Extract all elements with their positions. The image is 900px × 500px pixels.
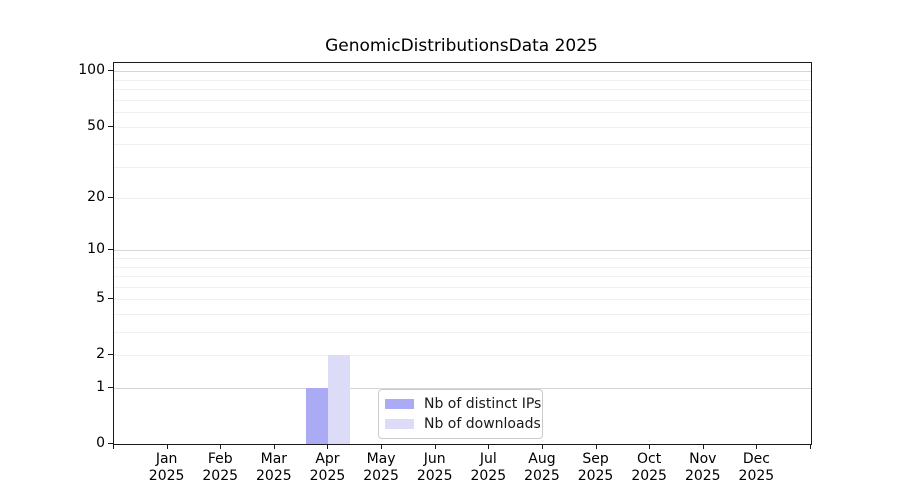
x-tick-label: Jun 2025 — [400, 451, 470, 485]
y-tick-label: 10 — [87, 241, 105, 258]
x-tick-mark — [810, 444, 811, 449]
legend-item: Nb of downloads — [385, 414, 541, 434]
plot-area — [113, 62, 812, 445]
x-tick-mark — [595, 444, 597, 449]
y-tick-label: 2 — [96, 346, 105, 363]
x-tick-mark — [166, 444, 168, 449]
major-gridline — [114, 388, 811, 390]
x-tick-year: 2025 — [309, 468, 346, 484]
x-tick-mark — [488, 444, 490, 449]
minor-gridline — [114, 126, 811, 128]
x-tick-label: Apr 2025 — [292, 451, 362, 485]
x-tick-mark — [381, 444, 383, 449]
legend-item: Nb of distinct IPs — [385, 394, 541, 414]
x-tick-year: 2025 — [524, 468, 560, 484]
minor-gridline — [114, 198, 811, 200]
y-tick-mark — [108, 443, 113, 444]
x-tick-mark — [756, 444, 758, 449]
minor-gridline — [114, 266, 811, 268]
legend-swatch — [385, 399, 414, 409]
legend-label: Nb of downloads — [424, 416, 541, 432]
minor-gridline — [114, 144, 811, 146]
x-tick-label: Aug 2025 — [507, 451, 577, 485]
x-tick-year: 2025 — [738, 468, 775, 484]
legend-swatch — [385, 419, 414, 429]
major-gridline — [114, 71, 811, 73]
x-tick-mark — [434, 444, 436, 449]
x-tick-mark — [273, 444, 275, 449]
x-tick-year: 2025 — [416, 468, 453, 484]
x-tick-year: 2025 — [631, 468, 667, 484]
x-tick-label: Jan 2025 — [132, 451, 202, 485]
bar-distinct-ips — [306, 388, 329, 444]
y-tick-mark — [108, 70, 113, 72]
y-tick-mark — [108, 298, 113, 300]
minor-gridline — [114, 355, 811, 357]
x-tick-mark — [113, 444, 114, 449]
bar-downloads — [328, 355, 351, 444]
x-tick-year: 2025 — [363, 468, 399, 484]
x-tick-label: May 2025 — [346, 451, 416, 485]
y-tick-label: 50 — [87, 117, 105, 134]
y-tick-label: 100 — [78, 62, 105, 79]
x-tick-mark — [702, 444, 704, 449]
x-tick-year: 2025 — [470, 468, 507, 484]
minor-gridline — [114, 99, 811, 101]
x-tick-year: 2025 — [256, 468, 292, 484]
chart-title: GenomicDistributionsData 2025 — [325, 36, 598, 56]
x-tick-label: Mar 2025 — [239, 451, 309, 485]
minor-gridline — [114, 276, 811, 278]
x-tick-label: Nov 2025 — [668, 451, 738, 485]
minor-gridline — [114, 258, 811, 260]
legend: Nb of distinct IPs Nb of downloads — [378, 389, 543, 439]
y-tick-mark — [108, 125, 113, 127]
y-tick-label: 1 — [96, 379, 105, 396]
x-tick-mark — [649, 444, 651, 449]
y-tick-label: 0 — [96, 435, 105, 451]
x-tick-label: Dec 2025 — [721, 451, 791, 485]
x-tick-year: 2025 — [148, 468, 185, 484]
x-tick-year: 2025 — [684, 468, 721, 484]
x-tick-label: Feb 2025 — [185, 451, 255, 485]
minor-gridline — [114, 166, 811, 168]
minor-gridline — [114, 332, 811, 334]
x-tick-mark — [220, 444, 222, 449]
x-tick-label: Oct 2025 — [614, 451, 684, 485]
minor-gridline — [114, 79, 811, 81]
major-gridline — [114, 250, 811, 252]
y-tick-label: 5 — [96, 290, 105, 307]
x-tick-mark — [327, 444, 329, 449]
minor-gridline — [114, 112, 811, 114]
x-tick-year: 2025 — [202, 468, 239, 484]
y-tick-label: 20 — [87, 189, 105, 206]
minor-gridline — [114, 299, 811, 301]
x-tick-mark — [541, 444, 543, 449]
y-tick-mark — [108, 249, 113, 251]
x-tick-label: Sep 2025 — [561, 451, 631, 485]
y-tick-mark — [108, 197, 113, 199]
x-tick-year: 2025 — [577, 468, 614, 484]
y-tick-mark — [108, 387, 113, 389]
minor-gridline — [114, 314, 811, 316]
minor-gridline — [114, 286, 811, 288]
minor-gridline — [114, 89, 811, 91]
legend-label: Nb of distinct IPs — [424, 396, 542, 412]
y-tick-mark — [108, 354, 113, 356]
x-tick-label: Jul 2025 — [453, 451, 523, 485]
